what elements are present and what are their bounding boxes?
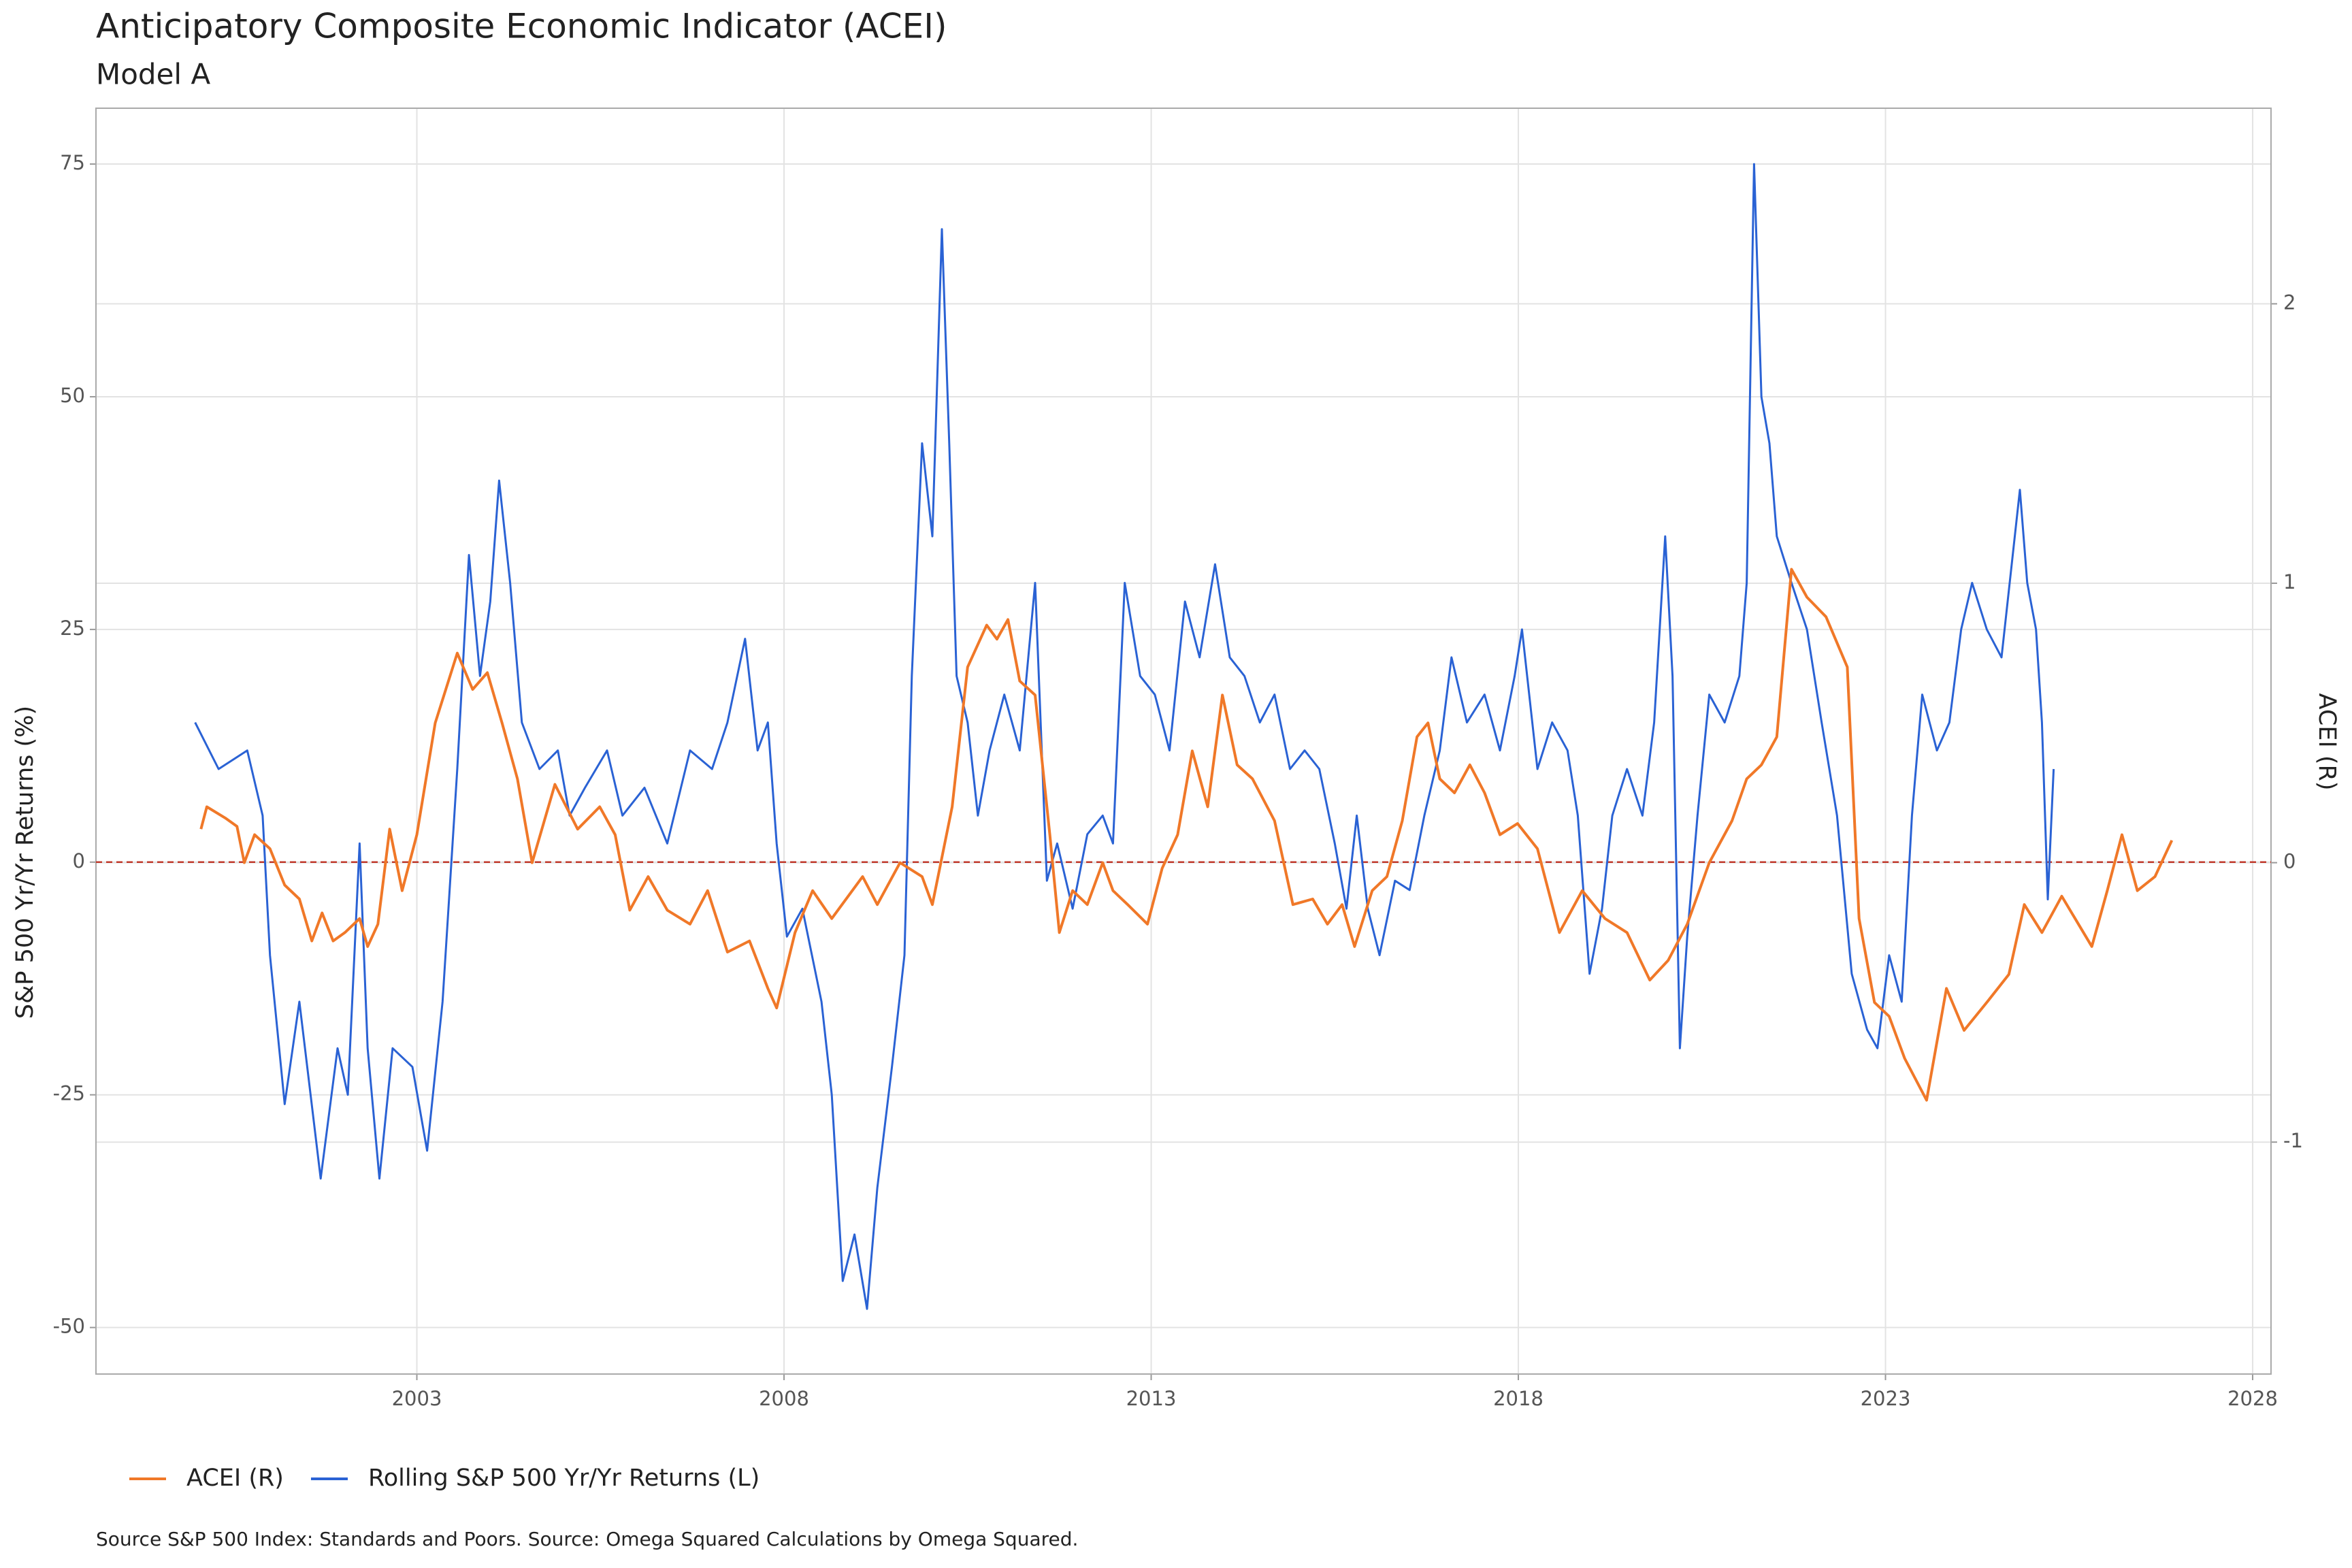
x-tick-label: 2003: [392, 1387, 442, 1410]
chart-title: Anticipatory Composite Economic Indicato…: [96, 7, 947, 46]
y-tick-label: 75: [60, 151, 85, 174]
legend-label: ACEI (R): [186, 1465, 284, 1492]
legend-label: Rolling S&P 500 Yr/Yr Returns (L): [368, 1465, 760, 1492]
series-line: [194, 163, 2055, 1310]
y2-tick-label: 0: [2283, 850, 2296, 873]
y-tick-label: 25: [60, 617, 85, 640]
y-tick-label: 50: [60, 384, 85, 407]
y2-axis-label: ACEI (R): [2313, 693, 2340, 791]
y-axis-label: S&P 500 Yr/Yr Returns (%): [12, 706, 39, 1019]
y-tick-label: -50: [53, 1315, 85, 1338]
series-line: [199, 568, 2174, 1102]
x-tick-label: 2013: [1126, 1387, 1177, 1410]
x-tick-label: 2028: [2227, 1387, 2278, 1410]
y-tick-label: 0: [73, 849, 85, 872]
x-tick-label: 2008: [759, 1387, 809, 1410]
plot-border: [95, 108, 2272, 1375]
x-tick-label: 2018: [1493, 1387, 1544, 1410]
chart-subtitle: Model A: [96, 58, 210, 91]
source-note: Source S&P 500 Index: Standards and Poor…: [96, 1528, 1078, 1550]
y2-tick-label: 2: [2283, 291, 2296, 314]
y-tick-label: -25: [53, 1082, 85, 1105]
y2-tick-label: 1: [2283, 570, 2296, 593]
y2-tick-label: -1: [2283, 1129, 2303, 1152]
x-tick-label: 2023: [1861, 1387, 1911, 1410]
